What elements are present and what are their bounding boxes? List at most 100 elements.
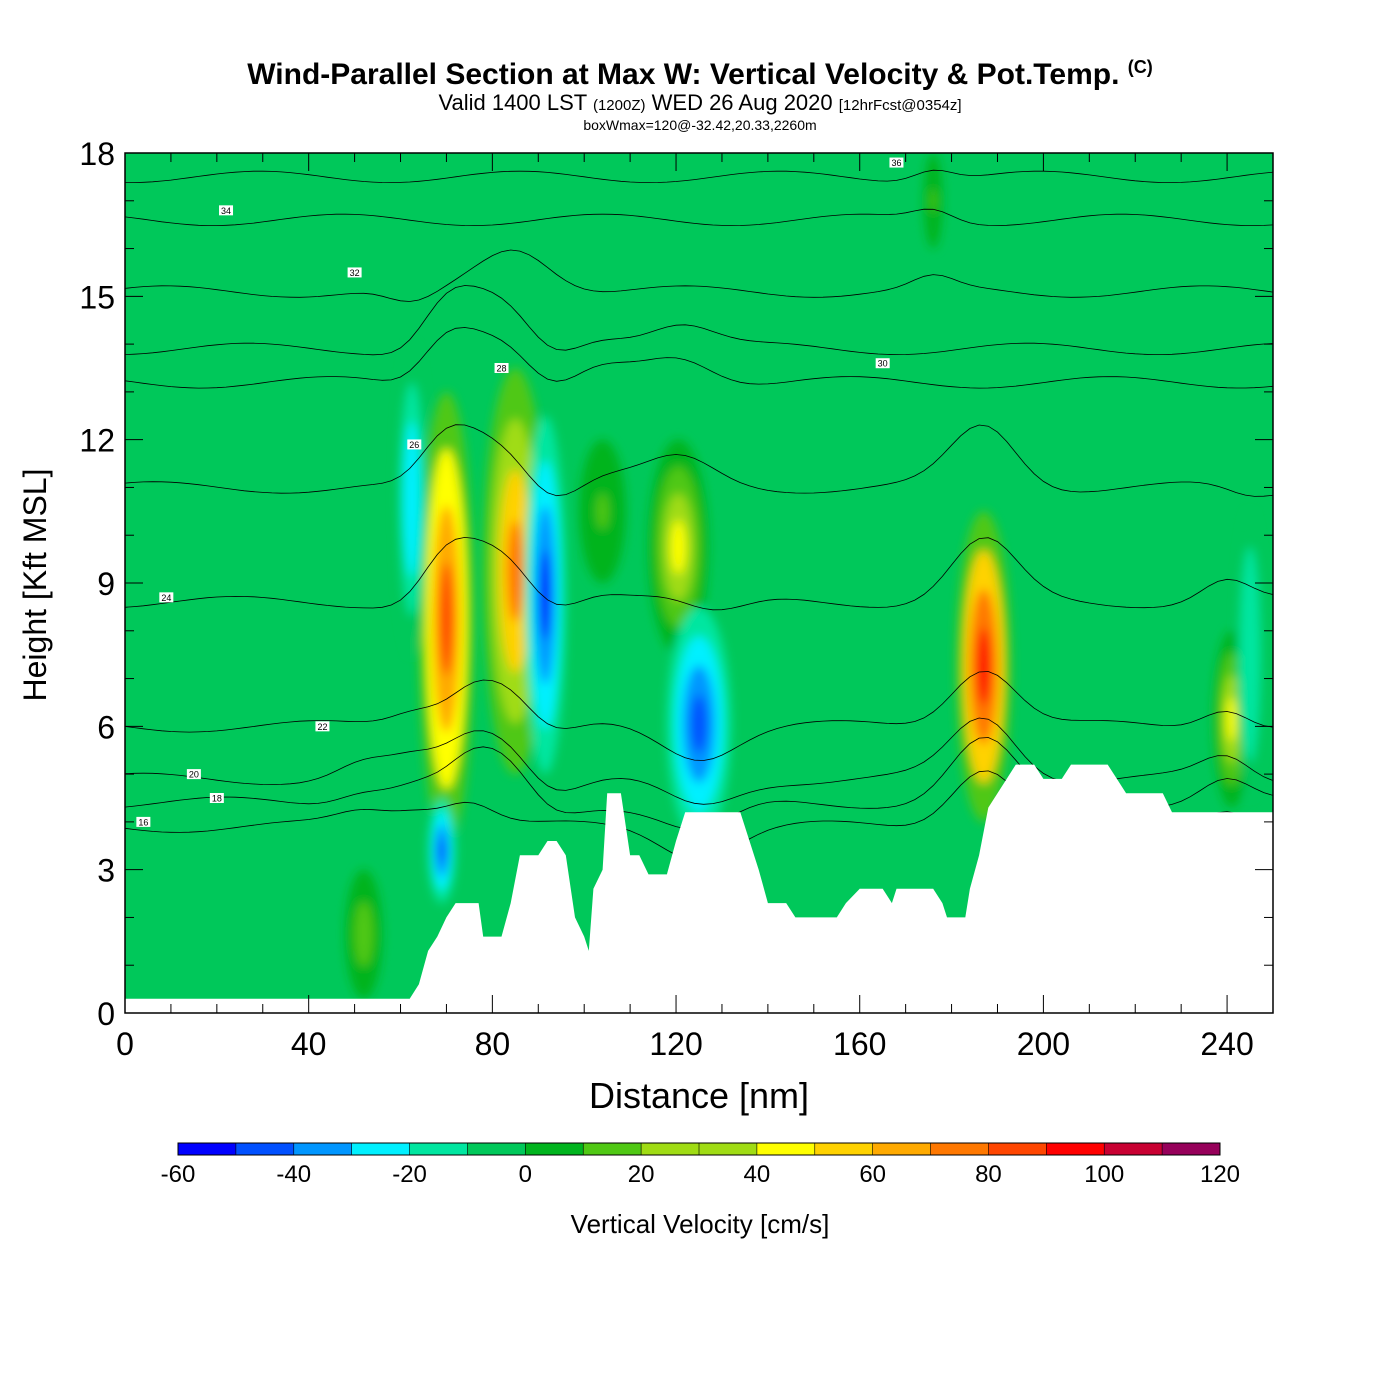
colorbar-tick-label: 60: [859, 1161, 886, 1188]
velocity-cell: [956, 511, 1012, 822]
title-block: Wind-Parallel Section at Max W: Vertical…: [0, 50, 1400, 133]
velocity-contour: [976, 627, 991, 706]
x-tick-label: 240: [1200, 1026, 1253, 1062]
colorbar-segment: [988, 1143, 1047, 1155]
y-tick-labels: 0 3 6 9 12 15 18: [79, 136, 115, 1032]
x-tick-label: 0: [116, 1026, 134, 1062]
velocity-contour: [540, 550, 551, 640]
velocity-contour: [407, 460, 417, 539]
vertical-velocity-field: 16 18 20 22 24 26 28 30 32 34 36: [125, 153, 1273, 1013]
x-tick-label: 40: [291, 1026, 327, 1062]
velocity-cell: [395, 344, 429, 655]
colorbar-segment: [525, 1143, 584, 1155]
isentrope-label-box: [136, 816, 151, 827]
isentrope-line: [125, 536, 1273, 611]
y-tick-label: 6: [97, 709, 115, 745]
velocity-cell: [648, 439, 709, 655]
velocity-cell: [666, 606, 732, 841]
chart-title: Wind-Parallel Section at Max W: Vertical…: [0, 50, 1400, 92]
isentrope-line: [125, 327, 1273, 389]
velocity-cell: [579, 439, 626, 583]
isentrope-label-box: [186, 769, 201, 780]
isentrope-label: 26: [409, 440, 419, 450]
x-tick-labels: 0 40 80 120 160 200 240: [116, 1026, 1254, 1062]
colorbar-segment: [930, 1143, 989, 1155]
colorbar-segment: [583, 1143, 642, 1155]
isentrope-label: 28: [497, 364, 507, 374]
terrain: [125, 764, 1273, 1013]
colorbar-tick-label: -20: [392, 1161, 427, 1188]
isentrope-label: 32: [350, 268, 360, 278]
colorbar-tick-label: 100: [1084, 1161, 1124, 1188]
colorbar-segment: [1162, 1143, 1221, 1155]
colorbar-segment: [1046, 1143, 1105, 1155]
valid-date: WED 26 Aug 2020: [651, 90, 833, 115]
colorbar-segment: [351, 1143, 411, 1155]
colorbar-segment: [467, 1143, 526, 1155]
velocity-cell: [345, 869, 383, 999]
isentrope-line: [125, 249, 1273, 302]
y-tick-label: 18: [79, 136, 115, 172]
axis-ticks: [124, 152, 1274, 1014]
colorbar: [177, 1142, 1221, 1156]
colorbar-tick-labels: -60 -40 -20 0 20 40 60 80 100 120: [161, 1161, 1240, 1188]
isentrope-label: 30: [878, 359, 888, 369]
velocity-contour: [507, 520, 524, 622]
velocity-contour: [690, 694, 708, 754]
colorbar-tick-label: 40: [744, 1161, 771, 1188]
isentrope-label-box: [494, 363, 509, 373]
forecast-info: [12hrFcst@0354z]: [838, 97, 962, 114]
colorbar-segment: [1104, 1143, 1163, 1155]
y-tick-label: 0: [97, 996, 115, 1032]
velocity-contour: [1227, 697, 1237, 742]
isentrope-label-box: [159, 592, 174, 603]
isentrope-label: 22: [317, 722, 327, 732]
isentrope-label-box: [407, 439, 422, 450]
colorbar-segment: [641, 1143, 700, 1155]
velocity-contour: [1246, 618, 1254, 691]
x-tick-label: 200: [1017, 1026, 1070, 1062]
isentrope-line: [125, 671, 1273, 761]
velocity-contour: [359, 918, 369, 951]
isentrope-label: 24: [161, 593, 171, 603]
isentrope-label-box: [209, 793, 224, 803]
chart-subtitle: Valid 1400 LST (1200Z) WED 26 Aug 2020 […: [0, 92, 1400, 117]
velocity-contour: [596, 493, 609, 530]
velocity-cell: [1236, 511, 1264, 798]
colorbar-segment: [178, 1143, 237, 1155]
isentrope-line: [125, 424, 1273, 497]
isentrope-label: 20: [189, 770, 199, 780]
chart-title-text: Wind-Parallel Section at Max W: Vertical…: [247, 58, 1120, 91]
copyright-mark: (C): [1127, 57, 1153, 77]
x-tick-label: 80: [475, 1026, 511, 1062]
colorbar-tick-label: 120: [1200, 1161, 1240, 1188]
colorbar-segment: [756, 1143, 816, 1155]
colorbar-segment: [235, 1143, 295, 1155]
x-tick-label: 160: [833, 1026, 886, 1062]
isentrope-line: [125, 285, 1273, 356]
valid-time: Valid 1400 LST: [438, 90, 587, 115]
colorbar-tick-label: -60: [161, 1161, 196, 1188]
isentrope-label: 18: [212, 794, 222, 804]
velocity-contour: [930, 188, 936, 213]
colorbar-segment: [872, 1143, 932, 1155]
colorbar-segment: [814, 1143, 874, 1155]
box-max-info: boxWmax=120@-32.42,20.33,2260m: [583, 117, 817, 133]
colorbar-segment: [409, 1143, 468, 1155]
velocity-cell: [428, 798, 456, 904]
isentrope-line: [125, 169, 1273, 184]
isentrope-label-box: [889, 157, 904, 168]
isentrope-labels: 16 18 20 22 24 26 28 30 32 34 36: [136, 157, 904, 827]
y-tick-label: 15: [79, 279, 115, 315]
colorbar-segment: [293, 1143, 353, 1155]
velocity-contour: [438, 837, 446, 864]
velocity-cell: [524, 415, 566, 775]
velocity-contour: [439, 562, 454, 676]
isentrope-label: 34: [221, 206, 231, 216]
velocity-cell: [924, 153, 943, 249]
colorbar-tick-label: 20: [628, 1161, 655, 1188]
isentrope-label: 36: [891, 158, 901, 168]
colorbar-label: Vertical Velocity [cm/s]: [571, 1209, 830, 1239]
colorbar-segment: [699, 1143, 758, 1155]
